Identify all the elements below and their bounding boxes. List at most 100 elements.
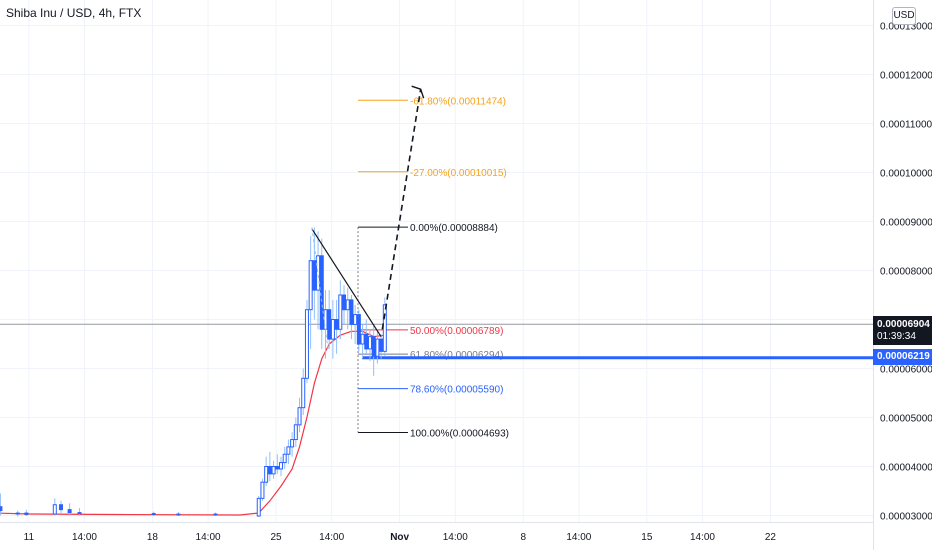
candle	[256, 495, 261, 517]
plot-area: -61.80%(0.00011474) -27.00%(0.00010015) 0.…	[0, 85, 873, 517]
candle	[0, 493, 3, 516]
candle-body	[338, 294, 343, 330]
candle	[290, 432, 295, 457]
fib-level-label: 0.00%(0.00008884)	[410, 223, 498, 234]
candle-body	[77, 512, 82, 515]
candle	[301, 368, 306, 416]
time-tick-label: 8	[520, 532, 526, 543]
candle	[15, 510, 20, 517]
price-axis[interactable]: 0.00003000 0.00004000 0.00005000 0.00006000…	[873, 0, 932, 550]
candle-body	[213, 513, 218, 516]
projection-path	[381, 89, 422, 330]
candle-body	[264, 466, 269, 483]
candle-body	[256, 497, 261, 517]
candle	[330, 299, 335, 359]
candle-body	[308, 260, 313, 311]
price-tick-label: 0.00005000	[880, 414, 932, 425]
candle-body	[371, 336, 376, 357]
candle-body	[260, 481, 265, 499]
symbol-title: Shiba Inu / USD, 4h, FTX	[6, 6, 142, 20]
candle	[371, 324, 376, 376]
price-tick-label: 0.00013000	[880, 22, 932, 33]
candle	[367, 329, 372, 362]
candle	[319, 238, 324, 349]
time-tick-label: 14:00	[566, 532, 591, 543]
candle	[304, 299, 309, 384]
candle	[334, 299, 339, 354]
candle-body	[379, 338, 384, 352]
candle-body	[356, 314, 361, 345]
trend-line	[311, 228, 382, 337]
candle-body	[278, 462, 283, 470]
candle-body	[15, 512, 20, 515]
projection-arrowhead	[411, 85, 425, 99]
candle	[364, 319, 369, 354]
currency-button[interactable]: USD	[892, 7, 916, 25]
candle-body	[334, 319, 339, 330]
candle	[282, 446, 287, 469]
candle	[58, 500, 63, 514]
bar-countdown: 01:39:34	[877, 331, 916, 342]
time-tick-label: Nov	[390, 532, 409, 543]
candle	[297, 397, 302, 433]
fib-level-label: 50.00%(0.00006789)	[410, 326, 503, 337]
candle-body	[271, 466, 276, 475]
candle-body	[297, 407, 302, 426]
candle	[360, 324, 365, 359]
time-tick-label: 11	[24, 532, 35, 543]
candle-body	[316, 255, 321, 291]
candle	[260, 478, 265, 501]
price-tick-label: 0.00011000	[880, 120, 932, 131]
grid-lines	[0, 0, 873, 522]
current-price-tag: 0.00006904 01:39:34	[873, 316, 932, 345]
time-tick-label: 25	[270, 532, 282, 543]
candle	[349, 295, 354, 340]
candle	[353, 304, 358, 344]
candle-body	[367, 336, 372, 350]
candle-body	[286, 446, 291, 455]
price-tick-label: 0.00003000	[880, 512, 932, 523]
candle-body	[345, 299, 350, 311]
candle	[213, 512, 218, 516]
candle-body	[58, 504, 63, 511]
candle	[338, 280, 343, 340]
candle-body	[293, 424, 298, 441]
candle-body	[312, 260, 317, 291]
time-tick-label: 14:00	[443, 532, 468, 543]
candle	[77, 508, 82, 516]
candle	[316, 231, 321, 330]
candle-body	[275, 466, 280, 470]
candle	[293, 417, 298, 447]
candle	[345, 287, 350, 330]
time-tick-label: 14:00	[690, 532, 715, 543]
candle-body	[67, 509, 72, 514]
fib-level-label: 61.80%(0.00006294)	[410, 350, 503, 361]
time-tick-label: 18	[147, 532, 159, 543]
candle-body	[176, 513, 181, 516]
candle-body	[319, 255, 324, 330]
candle-body	[330, 319, 335, 340]
candle-body	[304, 309, 309, 379]
time-axis[interactable]: 11 14:00 18 14:00 25 14:00 Nov 14:00 8 14:00 15 14:…	[0, 522, 873, 544]
candle	[151, 511, 156, 516]
moving-average-line	[0, 330, 385, 516]
candle-body	[327, 309, 332, 340]
candle-body	[301, 377, 306, 409]
current-price-value: 0.00006904	[877, 319, 930, 330]
candle-body	[267, 466, 272, 475]
candle-body	[151, 513, 156, 516]
price-tick-label: 0.00008000	[880, 267, 932, 278]
candle	[278, 456, 283, 477]
candle	[52, 498, 57, 516]
candle	[275, 454, 280, 474]
horizontal-line-tag: 0.00006219	[873, 349, 932, 365]
fib-level-label: -27.00%(0.00010015)	[410, 168, 507, 179]
fib-level-label: 78.60%(0.00005590)	[410, 385, 503, 396]
candle	[342, 285, 347, 325]
price-tick-label: 0.00006000	[880, 365, 932, 376]
candle	[379, 334, 384, 359]
candle	[375, 329, 380, 364]
candle-body	[282, 453, 287, 464]
candle	[312, 227, 317, 320]
